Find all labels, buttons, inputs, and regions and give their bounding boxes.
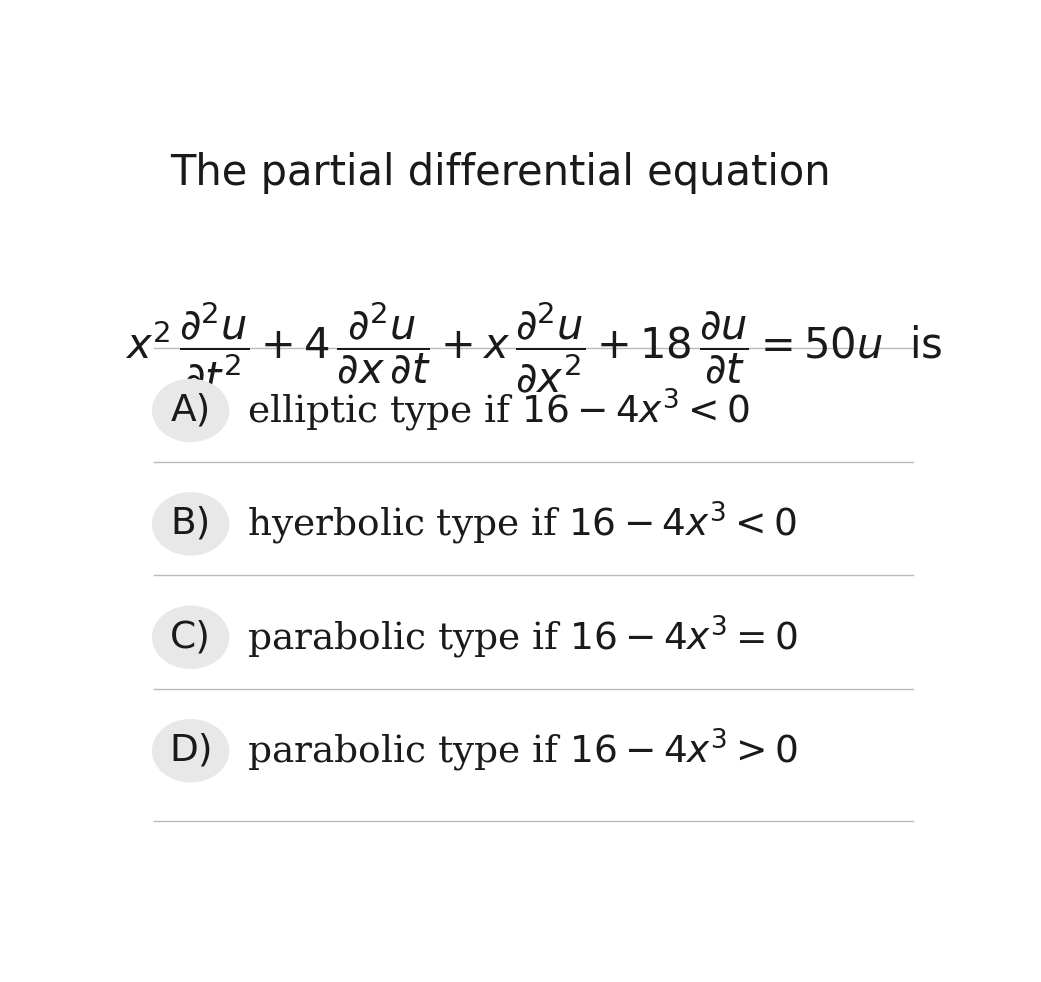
Text: elliptic type if $16 - 4x^3 < 0$: elliptic type if $16 - 4x^3 < 0$ — [247, 387, 751, 434]
Text: D): D) — [169, 733, 212, 769]
Text: A): A) — [171, 393, 210, 428]
Ellipse shape — [152, 379, 229, 442]
Ellipse shape — [152, 719, 229, 783]
Text: hyerbolic type if $16 - 4x^3 < 0$: hyerbolic type if $16 - 4x^3 < 0$ — [247, 501, 797, 547]
Text: The partial differential equation: The partial differential equation — [171, 152, 831, 193]
Text: $x^2\,\dfrac{\partial^2 u}{\partial t^2}+4\,\dfrac{\partial^2 u}{\partial x\,\pa: $x^2\,\dfrac{\partial^2 u}{\partial t^2}… — [125, 300, 942, 395]
Ellipse shape — [152, 492, 229, 556]
Text: parabolic type if $16 - 4x^3 = 0$: parabolic type if $16 - 4x^3 = 0$ — [247, 614, 798, 661]
Text: B): B) — [171, 506, 210, 542]
Text: parabolic type if $16 - 4x^3 > 0$: parabolic type if $16 - 4x^3 > 0$ — [247, 728, 798, 774]
Text: C): C) — [170, 620, 211, 655]
Ellipse shape — [152, 606, 229, 669]
